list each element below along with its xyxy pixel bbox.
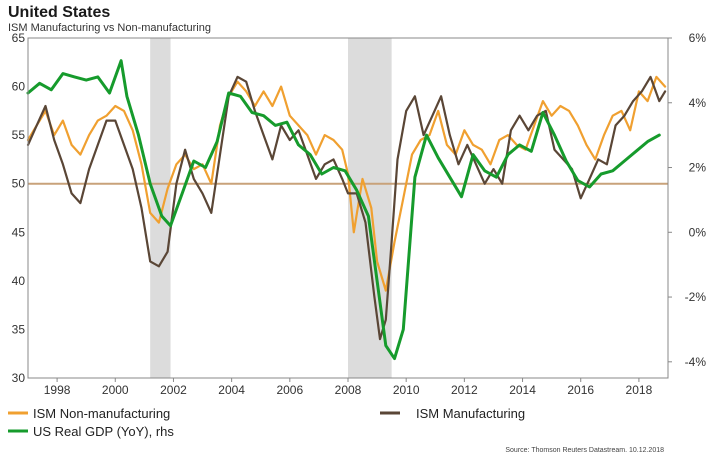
legend-label-ism-non-manufacturing: ISM Non-manufacturing [33,406,170,421]
right-tick-label: -4% [685,355,707,369]
series-layer [26,59,667,361]
x-tick-label: 1998 [44,383,71,397]
left-tick-label: 50 [12,177,26,191]
right-axis-ticks: -4% -2% 0% 2% 4% 6% [668,31,706,369]
x-tick-label: 2002 [160,383,187,397]
right-tick-label: 6% [689,31,707,45]
x-tick-label: 2010 [393,383,420,397]
series-line-ism-manufacturing [26,75,667,341]
left-tick-label: 35 [12,322,26,336]
right-tick-label: -2% [685,290,707,304]
x-axis-ticks: 1998 2000 2002 2004 2006 2008 2010 2012 2014 2016… [44,378,653,397]
chart-title: United States [8,4,110,21]
right-tick-label: 4% [689,96,707,110]
x-tick-label: 2004 [218,383,245,397]
legend-label-us-real-gdp: US Real GDP (YoY), rhs [33,424,174,439]
right-tick-label: 2% [689,161,707,175]
chart-subtitle: ISM Manufacturing vs Non-manufacturing [8,22,211,34]
left-tick-label: 45 [12,225,26,239]
source-note: Source: Thomson Reuters Datastream. 10.1… [505,447,664,454]
x-tick-label: 2014 [509,383,536,397]
legend-label-ism-manufacturing: ISM Manufacturing [416,406,525,421]
right-tick-label: 0% [689,225,707,239]
x-tick-label: 2006 [276,383,303,397]
series-line-us-real-gdp [26,59,661,361]
x-tick-label: 2012 [451,383,478,397]
left-axis-ticks: 30 35 40 45 50 55 60 65 [12,31,26,385]
left-tick-label: 60 [12,80,26,94]
recession-shading [150,38,392,378]
recession-band-2 [348,38,392,378]
left-tick-label: 55 [12,128,26,142]
left-tick-label: 65 [12,31,26,45]
left-tick-label: 40 [12,274,26,288]
x-tick-label: 2008 [335,383,362,397]
x-tick-label: 2018 [626,383,653,397]
x-tick-label: 2000 [102,383,129,397]
x-tick-label: 2016 [567,383,594,397]
legend: ISM Non-manufacturing ISM Manufacturing … [8,406,525,439]
left-tick-label: 30 [12,371,26,385]
